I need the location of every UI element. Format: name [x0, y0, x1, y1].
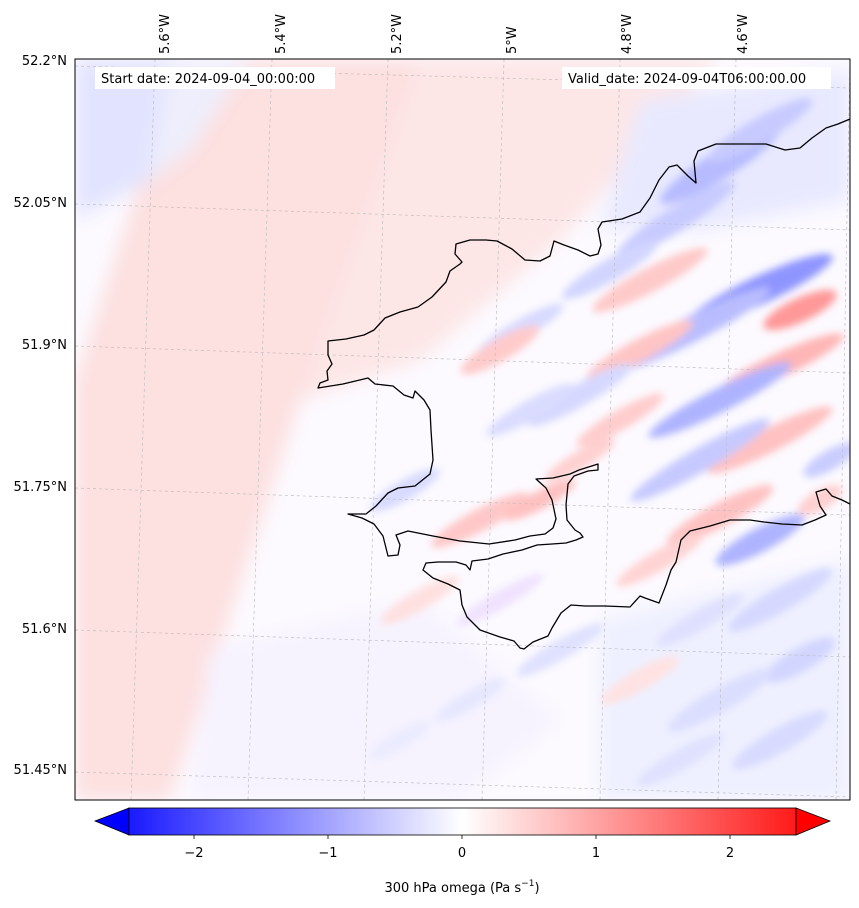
map-frame — [74, 58, 851, 801]
longitude-labels: 5.6°W 5.4°W 5.2°W 5°W 4.8°W 4.6°W — [158, 14, 751, 54]
lat-label-52-2n: 52.2°N — [22, 54, 67, 69]
lon-label-5-6w: 5.6°W — [158, 14, 173, 54]
colorbar-extend-high — [795, 807, 832, 836]
colorbar-tick-2: 2 — [726, 846, 734, 861]
lat-label-51-6n: 51.6°N — [22, 622, 67, 637]
colorbar-tick-0: 0 — [458, 846, 466, 861]
lat-label-51-75n: 51.75°N — [14, 480, 67, 495]
lat-label-52-05n: 52.05°N — [14, 196, 67, 211]
colorbar-tick-1: 1 — [592, 846, 600, 861]
lon-label-5-2w: 5.2°W — [390, 14, 405, 54]
start-date-box — [95, 67, 335, 89]
valid-date-label: Valid_date: 2024-09-04T06:00:00.00 — [568, 72, 806, 87]
lat-label-51-9n: 51.9°N — [22, 338, 67, 353]
colorbar: −2 −1 0 1 2 300 hPa omega (Pa s−1) — [93, 807, 832, 896]
colorbar-extend-low — [93, 807, 130, 836]
lon-label-5-4w: 5.4°W — [274, 14, 289, 54]
coastline — [317, 118, 850, 650]
colorbar-gradient — [128, 807, 797, 836]
colorbar-tick-neg1: −1 — [318, 846, 337, 861]
latitude-labels: 52.2°N 52.05°N 51.9°N 51.75°N 51.6°N 51.… — [14, 54, 67, 778]
lon-label-5w: 5°W — [505, 26, 520, 54]
lon-label-4-6w: 4.6°W — [736, 14, 751, 54]
valid-date-box — [562, 67, 831, 89]
colorbar-tick-neg2: −2 — [184, 846, 203, 861]
lon-label-4-8w: 4.8°W — [620, 14, 635, 54]
omega-field — [75, 59, 850, 800]
colorbar-label: 300 hPa omega (Pa s−1) — [384, 879, 539, 896]
lat-label-51-45n: 51.45°N — [14, 763, 67, 778]
start-date-label: Start date: 2024-09-04_00:00:00 — [101, 72, 315, 87]
